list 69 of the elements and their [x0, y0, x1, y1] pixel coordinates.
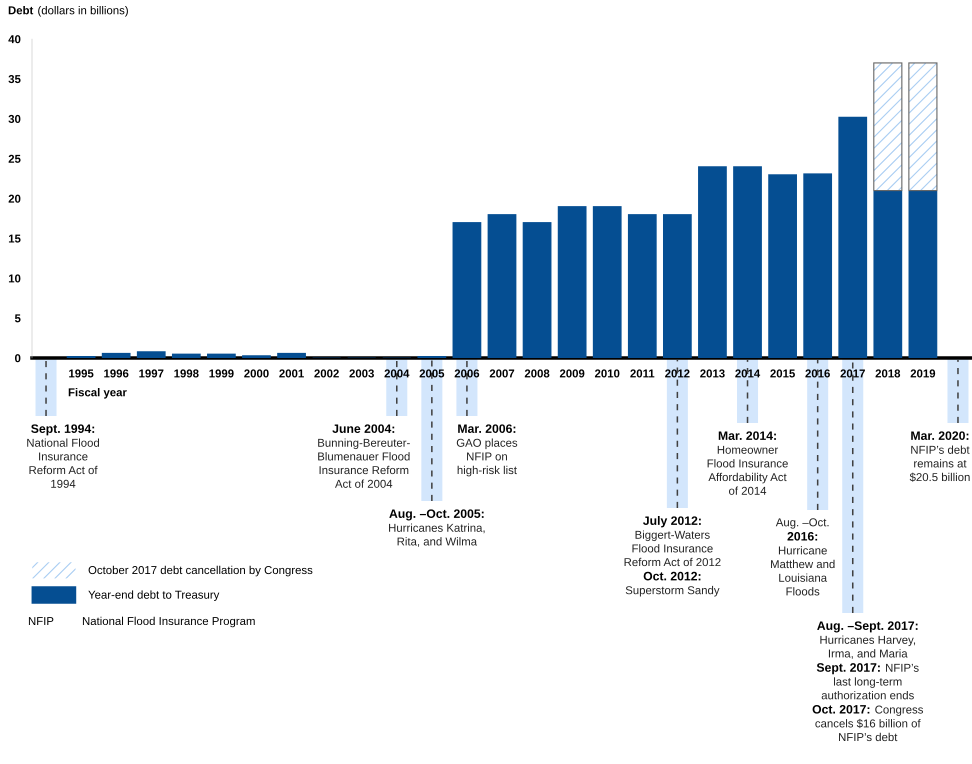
- x-tick-label: 2008: [524, 369, 550, 378]
- x-tick-label: 1997: [139, 369, 164, 378]
- y-tick-label: 40: [8, 35, 20, 44]
- y-tick-label: 25: [8, 154, 21, 163]
- bar: [558, 206, 587, 358]
- y-tick-label: 0: [15, 354, 20, 362]
- bar: [136, 351, 166, 358]
- bar: [698, 166, 727, 358]
- x-tick-label: 2017: [840, 369, 865, 378]
- x-tick-label: 1998: [174, 369, 199, 378]
- x-tick-label: 2010: [594, 369, 620, 378]
- bar: [873, 190, 902, 358]
- text: Mar. 2006: GAO places NFIP on high-risk list: [456, 424, 518, 476]
- text: Aug. –Oct. 2005: Hurricanes Katrina, Rita, and Wilma: [389, 509, 485, 547]
- x-tick-label: 2001: [279, 369, 304, 378]
- text: Aug. –Oct. 2016: Hurricane Matthew and Louisiana Floods: [771, 518, 835, 596]
- text: National Flood Insurance Program: [82, 616, 255, 628]
- x-tick-label: 2018: [876, 369, 900, 378]
- text: July 2012: Biggert-Waters Flood Insurance Reform Act of 2012 Oct. 2012: Superstorm Sandy: [624, 516, 721, 597]
- y-tick-label: 20: [8, 194, 20, 203]
- y-tick-label: 15: [8, 234, 21, 243]
- x-tick-label: 2015: [770, 369, 795, 378]
- x-tick-label: 2016: [805, 369, 830, 378]
- x-tick-label: 2003: [349, 369, 374, 378]
- x-tick-label: 1995: [69, 369, 94, 378]
- bar: [838, 116, 868, 358]
- x-axis-title: Fiscal year: [68, 388, 127, 399]
- legend-label: Year-end debt to Treasury: [88, 590, 220, 601]
- x-tick-label: 2009: [560, 369, 584, 378]
- y-tick-label: 35: [8, 75, 21, 84]
- x-tick-label: 2014: [735, 369, 760, 378]
- x-tick-label: 2000: [244, 369, 269, 378]
- x-tick-label: 2007: [490, 369, 514, 378]
- bar: [488, 214, 516, 358]
- bar: [522, 222, 552, 358]
- text: June 2004: Bunning-Bereuter- Blumenauer Flood Insurance Reform Act of 2004: [318, 424, 410, 488]
- bar: [592, 206, 622, 358]
- x-tick-label: 2019: [910, 369, 936, 378]
- bar: [803, 173, 832, 358]
- x-tick-label: 1999: [209, 369, 234, 378]
- bar: [768, 174, 797, 358]
- text: Sept. 1994: National Flood Insurance Reform Act of 1994: [27, 424, 100, 488]
- x-tick-label: 2004: [384, 369, 410, 378]
- text: Aug. –Sept. 2017: Hurricanes Harvey, Irma, and Maria Sept. 2017: NFIP’s last long-term authorization ends Oct. 2017: Congress cancels $16 billion of NFIP’s debt: [812, 621, 923, 742]
- x-tick-label: 2012: [665, 369, 690, 378]
- y-tick-label: 30: [8, 114, 20, 124]
- y-tick-label: 5: [14, 314, 21, 322]
- bar: [733, 166, 762, 358]
- x-tick-label: 2011: [630, 369, 654, 378]
- bar: [277, 352, 306, 358]
- bar: [102, 352, 131, 358]
- bar: [628, 214, 657, 358]
- x-tick-label: 2006: [454, 369, 480, 378]
- text: Mar. 2014: Homeowner Flood Insurance Affordability Act of 2014: [708, 431, 788, 495]
- x-tick-label: 2002: [314, 369, 339, 378]
- bar: [172, 354, 201, 358]
- bar: [242, 355, 271, 358]
- x-tick-label: 2005: [420, 369, 444, 378]
- bar: [452, 222, 482, 358]
- x-tick-label: 2013: [700, 369, 725, 378]
- bar: [908, 190, 938, 358]
- bar: [207, 354, 236, 358]
- legend-label: October 2017 debt cancellation by Congress: [88, 566, 312, 576]
- y-axis-title: Debt (dollars in billions): [8, 6, 128, 17]
- y-tick-label: 10: [8, 274, 20, 282]
- x-tick-label: 1996: [104, 369, 128, 378]
- text: Mar. 2020: NFIP’s debt remains at $20.5 billion: [910, 431, 970, 482]
- text: NFIP: [28, 617, 54, 625]
- bar: [662, 214, 692, 358]
